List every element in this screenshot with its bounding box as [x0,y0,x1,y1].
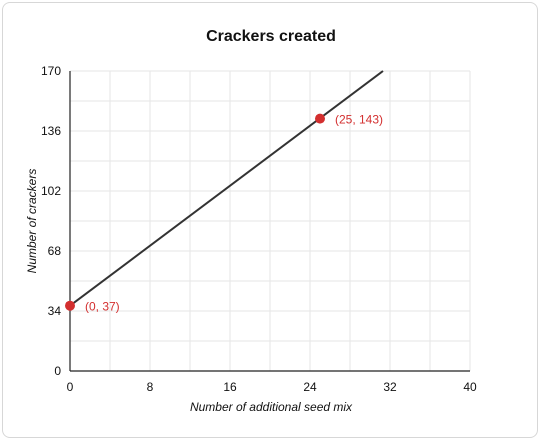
series-line [69,70,384,307]
y-tick-label: 102 [41,184,61,198]
grid [69,70,471,372]
chart-title: Crackers created [206,28,336,45]
x-tick-label: 0 [67,380,74,394]
x-tick-label: 32 [383,380,397,394]
y-tick-labels: 0 34 68 102 136 170 [41,64,61,378]
axes [69,71,470,372]
data-point-label: (25, 143) [335,113,383,127]
data-point [65,300,75,311]
data-point [315,113,325,124]
y-tick-label: 170 [41,64,61,78]
x-axis-label: Number of additional seed mix [190,400,353,414]
series [69,70,384,307]
y-tick-label: 68 [48,244,62,258]
x-tick-label: 8 [147,380,154,394]
y-tick-label: 34 [48,304,62,318]
data-point-label: (0, 37) [85,300,120,314]
x-tick-label: 16 [223,380,237,394]
data-points: (0, 37) (25, 143) [65,113,383,314]
x-tick-label: 24 [303,380,317,394]
y-tick-label: 0 [54,364,61,378]
y-tick-label: 136 [41,124,61,138]
y-axis-label: Number of crackers [25,169,39,274]
x-tick-labels: 0 8 16 24 32 40 [67,380,477,394]
x-tick-label: 40 [463,380,477,394]
